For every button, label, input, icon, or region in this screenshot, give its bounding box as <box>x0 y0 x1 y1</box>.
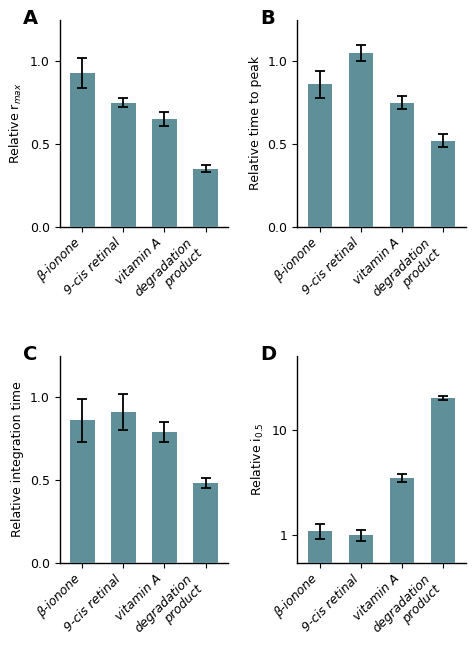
Bar <box>70 421 95 562</box>
Bar <box>431 398 456 654</box>
Bar <box>193 169 218 227</box>
Bar <box>308 531 332 654</box>
Bar <box>431 141 456 227</box>
Y-axis label: Relative r$_{max}$: Relative r$_{max}$ <box>9 82 25 164</box>
Bar <box>390 478 414 654</box>
Bar <box>70 73 95 227</box>
Text: C: C <box>23 345 37 364</box>
Text: B: B <box>260 9 275 28</box>
Y-axis label: Relative integration time: Relative integration time <box>11 381 25 537</box>
Bar <box>111 412 136 562</box>
Bar <box>390 103 414 227</box>
Bar <box>193 483 218 562</box>
Text: A: A <box>23 9 38 28</box>
Bar <box>348 53 373 227</box>
Y-axis label: Relative i$_{0.5}$: Relative i$_{0.5}$ <box>250 422 266 496</box>
Bar <box>308 84 332 227</box>
Bar <box>111 103 136 227</box>
Y-axis label: Relative time to peak: Relative time to peak <box>249 56 262 190</box>
Text: D: D <box>260 345 276 364</box>
Bar <box>348 535 373 654</box>
Bar <box>152 119 177 227</box>
Bar <box>152 432 177 562</box>
